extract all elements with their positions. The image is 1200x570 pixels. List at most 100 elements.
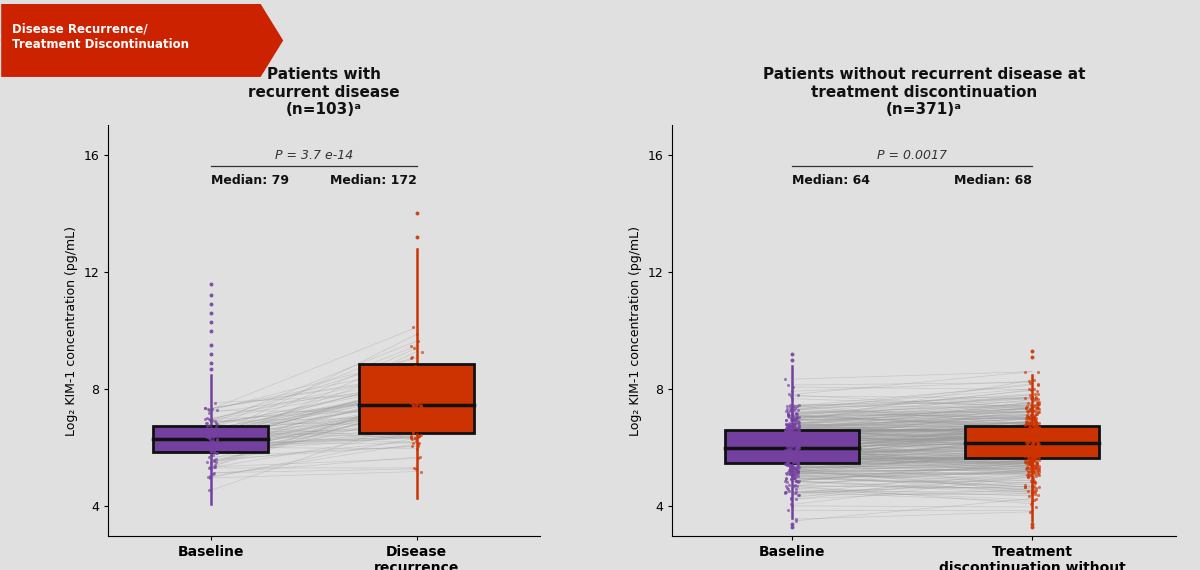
Point <box>406 396 425 405</box>
Point <box>1024 453 1043 462</box>
Point <box>200 416 220 425</box>
Point <box>781 444 800 453</box>
Point <box>1020 420 1039 429</box>
Point <box>203 443 222 453</box>
Point <box>1027 462 1046 471</box>
Point <box>776 459 796 469</box>
Point <box>1025 396 1044 405</box>
Point <box>788 463 808 473</box>
Point <box>788 472 808 481</box>
Point <box>781 470 800 479</box>
Point <box>402 431 421 441</box>
Point <box>1030 482 1049 491</box>
Point <box>778 452 797 461</box>
Point <box>1030 467 1049 476</box>
Point <box>204 425 223 434</box>
Point <box>790 463 809 472</box>
Point <box>1019 398 1038 408</box>
Point <box>1019 472 1038 481</box>
Point <box>782 435 802 444</box>
Point <box>1028 426 1048 435</box>
Point <box>1026 451 1045 461</box>
Point <box>778 412 797 421</box>
Point <box>1021 410 1040 420</box>
Point <box>404 390 424 400</box>
Point <box>784 448 803 457</box>
Point <box>784 449 803 458</box>
Point <box>205 446 224 455</box>
Point <box>1021 428 1040 437</box>
Point <box>1024 468 1043 477</box>
Point <box>782 443 802 453</box>
Point <box>404 414 424 424</box>
Point <box>787 443 806 452</box>
Point <box>787 449 806 458</box>
Point <box>1026 410 1045 419</box>
Point <box>790 434 809 443</box>
Point <box>784 450 803 459</box>
Point <box>198 457 217 466</box>
Point <box>784 412 803 421</box>
Point <box>1030 430 1049 439</box>
Point <box>406 421 425 430</box>
Point <box>1018 417 1037 426</box>
Point <box>785 488 804 498</box>
Point <box>1021 419 1040 428</box>
Point <box>1025 420 1044 429</box>
Point <box>1021 424 1040 433</box>
Point <box>1028 394 1048 404</box>
Point <box>1024 384 1043 393</box>
Point <box>778 446 797 455</box>
Point <box>410 386 430 396</box>
Point <box>1025 428 1044 437</box>
Point <box>412 415 431 424</box>
Point <box>785 402 804 411</box>
Point <box>401 405 420 414</box>
Point <box>200 440 220 449</box>
Point <box>1025 418 1044 427</box>
Point <box>1018 431 1037 441</box>
Point <box>1025 426 1044 435</box>
Point <box>1025 438 1044 447</box>
Point <box>402 385 421 394</box>
Point <box>1015 434 1034 443</box>
Point <box>401 370 420 379</box>
Point <box>1016 450 1036 459</box>
Point <box>403 428 422 437</box>
Point <box>407 413 426 422</box>
Point <box>203 405 222 414</box>
Point <box>1025 486 1044 495</box>
Point <box>408 426 427 435</box>
Point <box>202 349 221 359</box>
Point <box>790 424 809 433</box>
Point <box>787 482 806 491</box>
Point <box>786 421 805 430</box>
Point <box>1019 413 1038 422</box>
Point <box>786 494 805 503</box>
Point <box>1028 443 1048 452</box>
Point <box>775 459 794 468</box>
Point <box>1022 459 1042 468</box>
Point <box>1020 433 1039 442</box>
Point <box>781 392 800 401</box>
Point <box>788 433 808 442</box>
Point <box>786 473 805 482</box>
Point <box>780 420 799 429</box>
Point <box>780 435 799 445</box>
Point <box>781 401 800 410</box>
Point <box>1022 454 1042 463</box>
Point <box>788 405 808 414</box>
Point <box>1018 413 1037 422</box>
Point <box>1022 499 1042 508</box>
Point <box>1015 448 1034 457</box>
Point <box>407 390 426 400</box>
Point <box>781 455 800 464</box>
Point <box>786 427 805 436</box>
Point <box>412 467 431 476</box>
Point <box>409 438 428 447</box>
Y-axis label: Log₂ KIM-1 concentration (pg/mL): Log₂ KIM-1 concentration (pg/mL) <box>65 226 78 435</box>
Point <box>778 420 797 429</box>
Point <box>1018 408 1037 417</box>
Point <box>407 232 426 241</box>
Point <box>1030 399 1049 408</box>
